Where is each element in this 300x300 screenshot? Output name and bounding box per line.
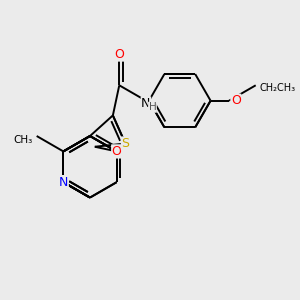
- Text: CH₂CH₃: CH₂CH₃: [260, 83, 296, 93]
- Text: O: O: [231, 94, 241, 107]
- Text: CH₃: CH₃: [14, 135, 33, 145]
- Text: S: S: [122, 137, 129, 150]
- Text: H: H: [148, 102, 156, 112]
- Text: N: N: [59, 176, 68, 189]
- Text: O: O: [112, 145, 122, 158]
- Text: O: O: [114, 48, 124, 61]
- Text: N: N: [141, 97, 151, 110]
- Text: N: N: [59, 176, 68, 189]
